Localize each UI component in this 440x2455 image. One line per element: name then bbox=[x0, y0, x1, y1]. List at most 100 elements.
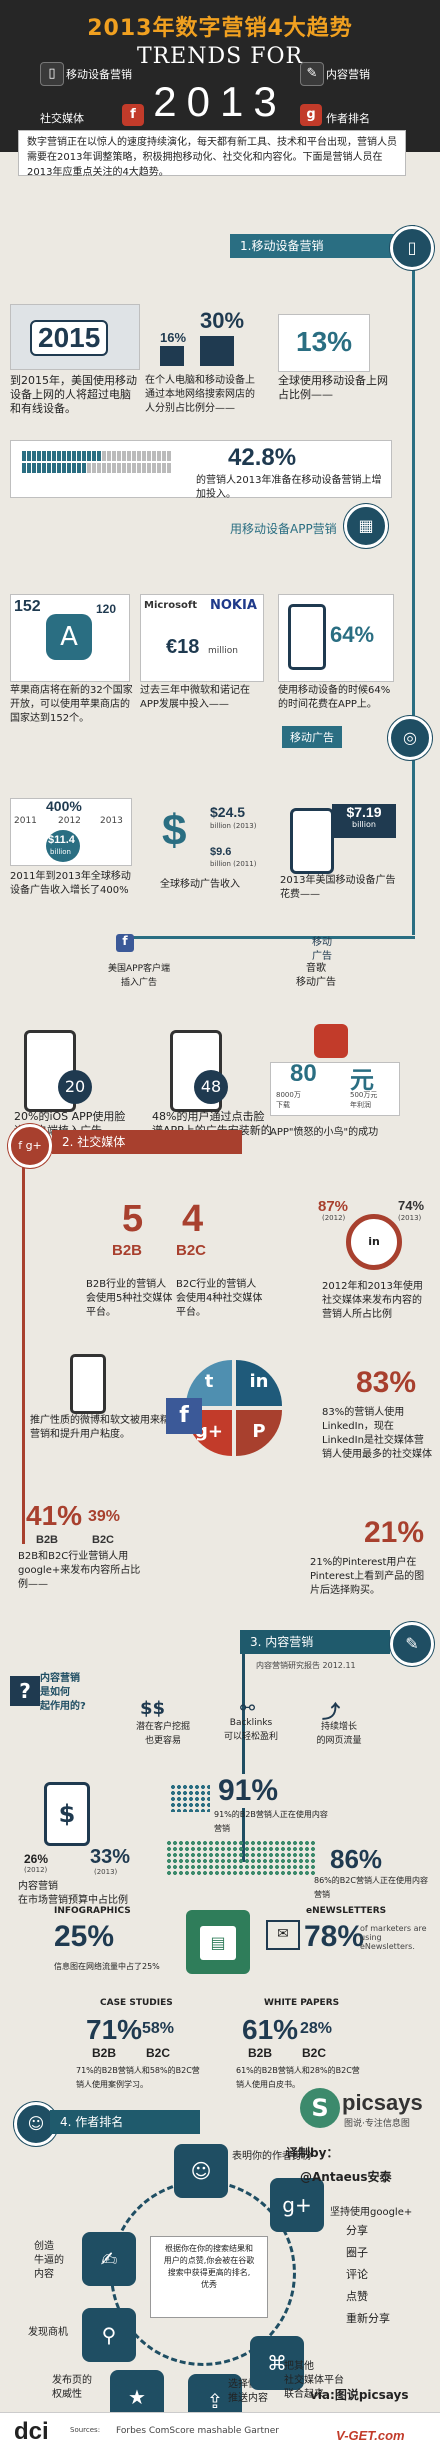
pct-41: 41% bbox=[26, 1500, 83, 1531]
cap-b2c: B2C行业的营销人会使用4种社交媒体平台。 bbox=[176, 1279, 263, 1318]
pct-20: 20 bbox=[58, 1070, 92, 1104]
legend-social: 社交媒体 bbox=[40, 112, 84, 125]
ms-value: €18 bbox=[166, 636, 200, 658]
usd-719: $7.19 bbox=[346, 804, 382, 820]
pct-33: 33% bbox=[90, 1846, 131, 1868]
mobile-ad-icon bbox=[290, 808, 334, 874]
opt-share: 分享 bbox=[346, 2224, 368, 2237]
apple-152: 152 bbox=[14, 598, 41, 615]
footer bbox=[0, 2412, 440, 2455]
white-b2b: B2B bbox=[248, 2046, 273, 2060]
pct-86: 86% bbox=[326, 1844, 387, 1875]
cap-428: 的营销人2013年准备在移动设备营销上增加投入。 bbox=[196, 475, 382, 500]
social-ring: in bbox=[346, 1214, 402, 1270]
pct-83: 83% bbox=[356, 1366, 417, 1399]
timeline-h bbox=[120, 936, 415, 939]
cap-usd: 全球移动广告收入 bbox=[160, 879, 240, 890]
cap-78: of marketers are using eNewsletters. bbox=[360, 1924, 427, 1951]
cap-apple: 苹果商店将在新的32个国家开放，可以使用苹果商店的国家达到152个。 bbox=[10, 685, 133, 724]
bar-30 bbox=[200, 336, 234, 366]
pct-28: 28% bbox=[300, 2020, 333, 2037]
stat-2015: 2015 bbox=[30, 320, 109, 356]
y2012-26: (2012) bbox=[24, 1866, 48, 1874]
cap-26: 内容营销 在市场营销预算中占比例 bbox=[18, 1881, 128, 1906]
cap-71: 71%的B2B营销人和58%的B2C营销人使用案例学习。 bbox=[76, 2066, 200, 2089]
left1: 创造 牛逼的 内容 bbox=[34, 2241, 64, 2280]
ad-value: $11.4 bbox=[48, 834, 75, 846]
opt-like: 点赞 bbox=[346, 2290, 368, 2303]
link-icon: ⚯ bbox=[240, 1698, 256, 1719]
app-icon: ▦ bbox=[344, 504, 388, 548]
facebook-small-icon: f bbox=[116, 934, 134, 952]
content-line bbox=[242, 1632, 245, 1862]
usd-96-note: billion (2011) bbox=[210, 860, 257, 868]
b2b-41: B2B bbox=[36, 1534, 59, 1546]
cap-64: 使用移动设备的时候64%的时间花费在APP上。 bbox=[278, 685, 391, 710]
dollar-search-icon: $$ bbox=[140, 1698, 166, 1719]
picsays-brand: picsays bbox=[342, 2090, 423, 2115]
cap-13: 全球使用移动设备上网占比例—— bbox=[278, 374, 388, 401]
source-brands: Forbes ComScore mashable Gartner bbox=[116, 2426, 279, 2436]
case-b2b: B2B bbox=[92, 2046, 117, 2060]
intro-text: 数字营销正在以惊人的速度持续演化，每天都有新工具、技术和平台出现，营销人员需要在… bbox=[18, 130, 406, 178]
linkedin-quad: in bbox=[236, 1360, 282, 1406]
case-b2c: B2C bbox=[146, 2046, 171, 2060]
cap-25: 信息图在网络流量中占了25% bbox=[54, 1962, 160, 1971]
cap-719: 2013年美国移动设备广告花费—— bbox=[280, 875, 396, 900]
ad-coin bbox=[46, 830, 80, 862]
ad-icon: ◎ bbox=[388, 716, 432, 760]
pct-428: 42.8% bbox=[228, 444, 297, 471]
pct-61: 61% bbox=[242, 2014, 299, 2045]
facebook-icon: f bbox=[122, 104, 144, 126]
angry-80-unit: 8000万 下载 bbox=[276, 1091, 301, 1109]
pct-21: 21% bbox=[364, 1516, 425, 1549]
page-subtitle: TRENDS FOR bbox=[136, 44, 304, 69]
enews-label: eNEWSLETTERS bbox=[306, 1906, 387, 1916]
b2c-label: B2C bbox=[176, 1242, 207, 1259]
page-title: 2013年数字营销4大趋势 bbox=[87, 16, 353, 41]
ad-bar: 移动广告 bbox=[282, 726, 342, 748]
left2: 发现商机 bbox=[28, 2327, 68, 2338]
section2-bar: 2. 社交媒体 bbox=[52, 1130, 242, 1154]
section3-bar: 3. 内容营销 bbox=[240, 1630, 390, 1654]
c3: 持续增长 的网页流量 bbox=[316, 1722, 362, 1746]
traffic-icon: ⤴ bbox=[322, 1702, 340, 1723]
credit-label: 译制by： bbox=[286, 2146, 339, 2160]
cap-61: 61%的B2B营销人和28%的B2C营销人使用白皮书。 bbox=[236, 2066, 360, 2089]
year-2013: 2013 bbox=[100, 816, 123, 826]
sources-label: Sources: bbox=[70, 2426, 101, 2434]
b2: 把其他 社交媒体平台 联合起来 bbox=[284, 2361, 344, 2400]
ms-unit: million bbox=[208, 646, 238, 656]
timeline-line bbox=[412, 225, 415, 935]
dollar-icon: $ bbox=[162, 806, 187, 855]
case-label: CASE STUDIES bbox=[100, 1998, 173, 2008]
pct-58: 58% bbox=[142, 2020, 175, 2037]
gplus-hex: g+ bbox=[270, 2178, 324, 2232]
cap-86: 86%的B2C营销人正在使用内容营销 bbox=[314, 1876, 428, 1899]
pct-400: 400% bbox=[46, 798, 82, 814]
phone-icon: ▯ bbox=[390, 226, 434, 270]
via-credit: via:图说picsays bbox=[310, 2388, 409, 2402]
picsays-sub: 图说·专注信息图 bbox=[344, 2119, 410, 2129]
b1: 选择性 推送内容 bbox=[228, 2379, 268, 2404]
pct-39: 39% bbox=[88, 1508, 121, 1525]
mail-icon: ✉ bbox=[266, 1920, 300, 1950]
doc-icon: ▤ bbox=[200, 1926, 236, 1960]
dot-grid-1 bbox=[170, 1784, 210, 1812]
facebook-quad: f bbox=[166, 1398, 202, 1434]
cap-b2b: B2B行业的营销人会使用5种社交媒体平台。 bbox=[86, 1279, 173, 1318]
year-label: 2013 bbox=[153, 78, 287, 125]
cap-21: 21%的Pinterest用户在Pinterest上看到产品的图片后选择购买。 bbox=[310, 1557, 425, 1596]
cap-30: 在个人电脑和移动设备上通过本地网络搜索网店的人分别占比例分—— bbox=[145, 375, 255, 414]
dot-grid-2 bbox=[166, 1840, 316, 1876]
usd-719-unit: billion bbox=[352, 820, 376, 829]
fb-cap: 美国APP客户端 插入广告 bbox=[107, 964, 170, 988]
gplus-icon: g bbox=[300, 104, 322, 126]
usd-245: $24.5 bbox=[210, 804, 246, 820]
white-label: WHITE PAPERS bbox=[264, 1998, 340, 2008]
pct-74: 74% bbox=[398, 1198, 425, 1213]
pct-48: 48 bbox=[194, 1070, 228, 1104]
infographics-label: INFOGRAPHICS bbox=[54, 1906, 131, 1916]
y2013-33: (2013) bbox=[94, 1868, 118, 1876]
author-id-icon: ☺ bbox=[174, 2144, 228, 2198]
